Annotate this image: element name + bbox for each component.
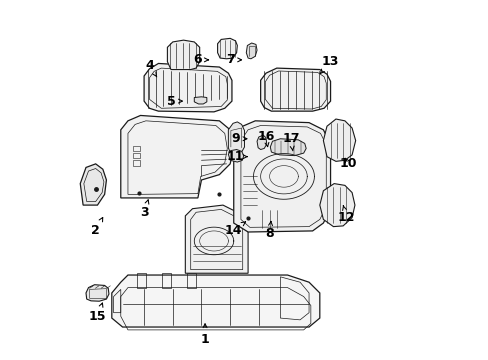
Text: 17: 17 (282, 132, 299, 151)
Polygon shape (86, 285, 109, 301)
Text: 5: 5 (166, 95, 182, 108)
Text: 6: 6 (193, 53, 208, 66)
Text: 11: 11 (226, 150, 247, 163)
Polygon shape (112, 275, 319, 327)
Polygon shape (260, 68, 330, 111)
Text: 12: 12 (337, 206, 355, 224)
Polygon shape (80, 164, 106, 205)
Polygon shape (217, 39, 237, 59)
Polygon shape (167, 40, 199, 69)
Text: 16: 16 (257, 130, 274, 147)
Polygon shape (121, 116, 233, 198)
Polygon shape (228, 149, 244, 162)
Polygon shape (246, 43, 257, 59)
Polygon shape (194, 97, 206, 104)
Polygon shape (257, 135, 266, 149)
Text: 1: 1 (200, 324, 209, 346)
Polygon shape (228, 122, 244, 153)
Text: 9: 9 (231, 132, 246, 145)
Text: 13: 13 (320, 55, 339, 73)
Text: 4: 4 (145, 59, 157, 77)
Text: 8: 8 (265, 221, 273, 240)
Text: 7: 7 (225, 53, 241, 66)
Text: 10: 10 (339, 157, 357, 170)
Polygon shape (185, 205, 247, 273)
Text: 3: 3 (140, 200, 148, 219)
Polygon shape (144, 63, 231, 112)
Polygon shape (233, 121, 330, 232)
Text: 15: 15 (88, 303, 106, 323)
Polygon shape (270, 139, 305, 156)
Polygon shape (323, 119, 355, 161)
Text: 2: 2 (91, 217, 102, 237)
Polygon shape (319, 184, 354, 226)
Text: 14: 14 (224, 222, 245, 237)
